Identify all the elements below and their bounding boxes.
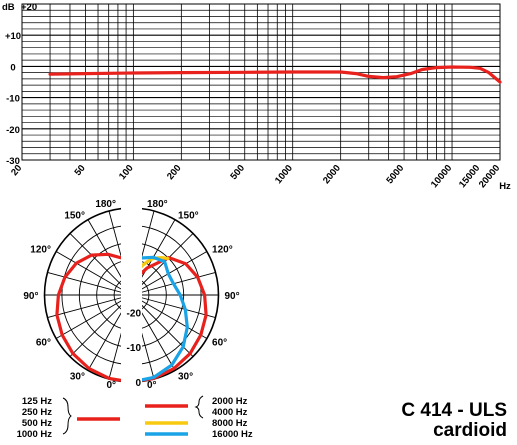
y-tick-label: +20 — [21, 2, 37, 13]
y-axis-label: dB — [2, 2, 15, 13]
y-tick-labels: +20 +10 0 -10 -20 -30 — [5, 2, 37, 167]
x-tick-label: 50 — [72, 163, 87, 178]
x-tick-label: 100 — [117, 163, 136, 182]
frequency-curves — [48, 65, 502, 84]
x-tick-label: 1000 — [273, 163, 295, 186]
polar-radial-labels: -20 -10 0 — [127, 308, 142, 389]
legend-entry: 8000 Hz — [212, 418, 248, 429]
polar-angle-label: 180° — [95, 199, 116, 210]
x-axis-label: Hz — [499, 181, 511, 192]
polar-angle-labels: 180° 150° 120° 90° 60° 30° 0° 180° 150° 120° 90° 60… — [23, 199, 239, 391]
polar-pattern-chart: 180° 150° 120° 90° 60° 30° 0° 180° 150° 120° 90° 60… — [23, 199, 240, 398]
polar-angle-label: 30° — [70, 372, 85, 383]
polar-angle-label: 90° — [23, 291, 38, 302]
y-tick-label: +10 — [5, 31, 21, 42]
polar-grid-spoke — [131, 294, 208, 339]
x-tick-label: 2000 — [321, 163, 343, 186]
polar-angle-label: 30° — [178, 372, 193, 383]
frequency-response-chart: dB Hz +20+100-10-20-30 20 50 100 200 500 1000… — [2, 2, 511, 192]
frequency-grid — [21, 3, 501, 161]
polar-grid-spoke — [47, 272, 132, 296]
polar-angle-label: 90° — [225, 291, 240, 302]
polar-grid-spoke — [131, 294, 216, 318]
legend-entry: 16000 Hz — [212, 429, 253, 440]
y-tick-label: -30 — [6, 156, 20, 167]
legend-entry: 1000 Hz — [17, 429, 53, 440]
model-name: C 414 - ULS — [401, 400, 507, 421]
polar-grid-spoke — [47, 294, 132, 318]
polar-angle-label: 60° — [212, 338, 227, 349]
x-tick-label: 10000 — [429, 163, 454, 190]
x-tick-label: 5000 — [384, 163, 406, 186]
polar-grid-spoke — [55, 251, 132, 296]
x-tick-label: 15000 — [457, 163, 482, 190]
legend-entry: 4000 Hz — [212, 407, 248, 418]
plot-frame — [21, 3, 501, 161]
polar-radial-label: -10 — [127, 343, 142, 354]
polar-angle-label: 0° — [147, 380, 157, 391]
polar-angle-label: 120° — [30, 245, 51, 256]
polar-angle-label: 120° — [212, 245, 233, 256]
legend-entry: 125 Hz — [22, 396, 52, 407]
legend-entry: 250 Hz — [22, 407, 52, 418]
polar-angle-label: 0° — [106, 380, 116, 391]
polar-curves — [55, 252, 208, 384]
polar-angle-label: 60° — [36, 338, 51, 349]
polar-curve — [129, 256, 208, 384]
y-tick-label: 0 — [10, 62, 15, 73]
polar-radial-label: -20 — [127, 308, 142, 319]
legend-brace — [62, 397, 72, 435]
x-tick-label: 200 — [165, 163, 184, 182]
polar-angle-label: 180° — [147, 199, 168, 210]
polar-center-divider — [121, 199, 142, 398]
legend-entry: 2000 Hz — [212, 396, 248, 407]
model-caption: C 414 - ULS cardioid — [401, 401, 507, 441]
polar-pattern-name: cardioid — [433, 420, 507, 441]
polar-grid-spoke — [55, 294, 132, 339]
polar-angle-label: 150° — [178, 210, 199, 221]
y-tick-label: -10 — [6, 94, 20, 105]
x-tick-label: 500 — [228, 163, 247, 182]
legend-brace — [194, 395, 204, 419]
polar-curve — [129, 255, 189, 384]
polar-curve — [55, 252, 134, 384]
legend-entry: 500 Hz — [22, 418, 52, 429]
frequency-response-line — [48, 65, 502, 84]
polar-radial-label: 0 — [135, 378, 141, 389]
polar-angle-label: 150° — [64, 210, 85, 221]
y-tick-label: -20 — [6, 125, 20, 136]
